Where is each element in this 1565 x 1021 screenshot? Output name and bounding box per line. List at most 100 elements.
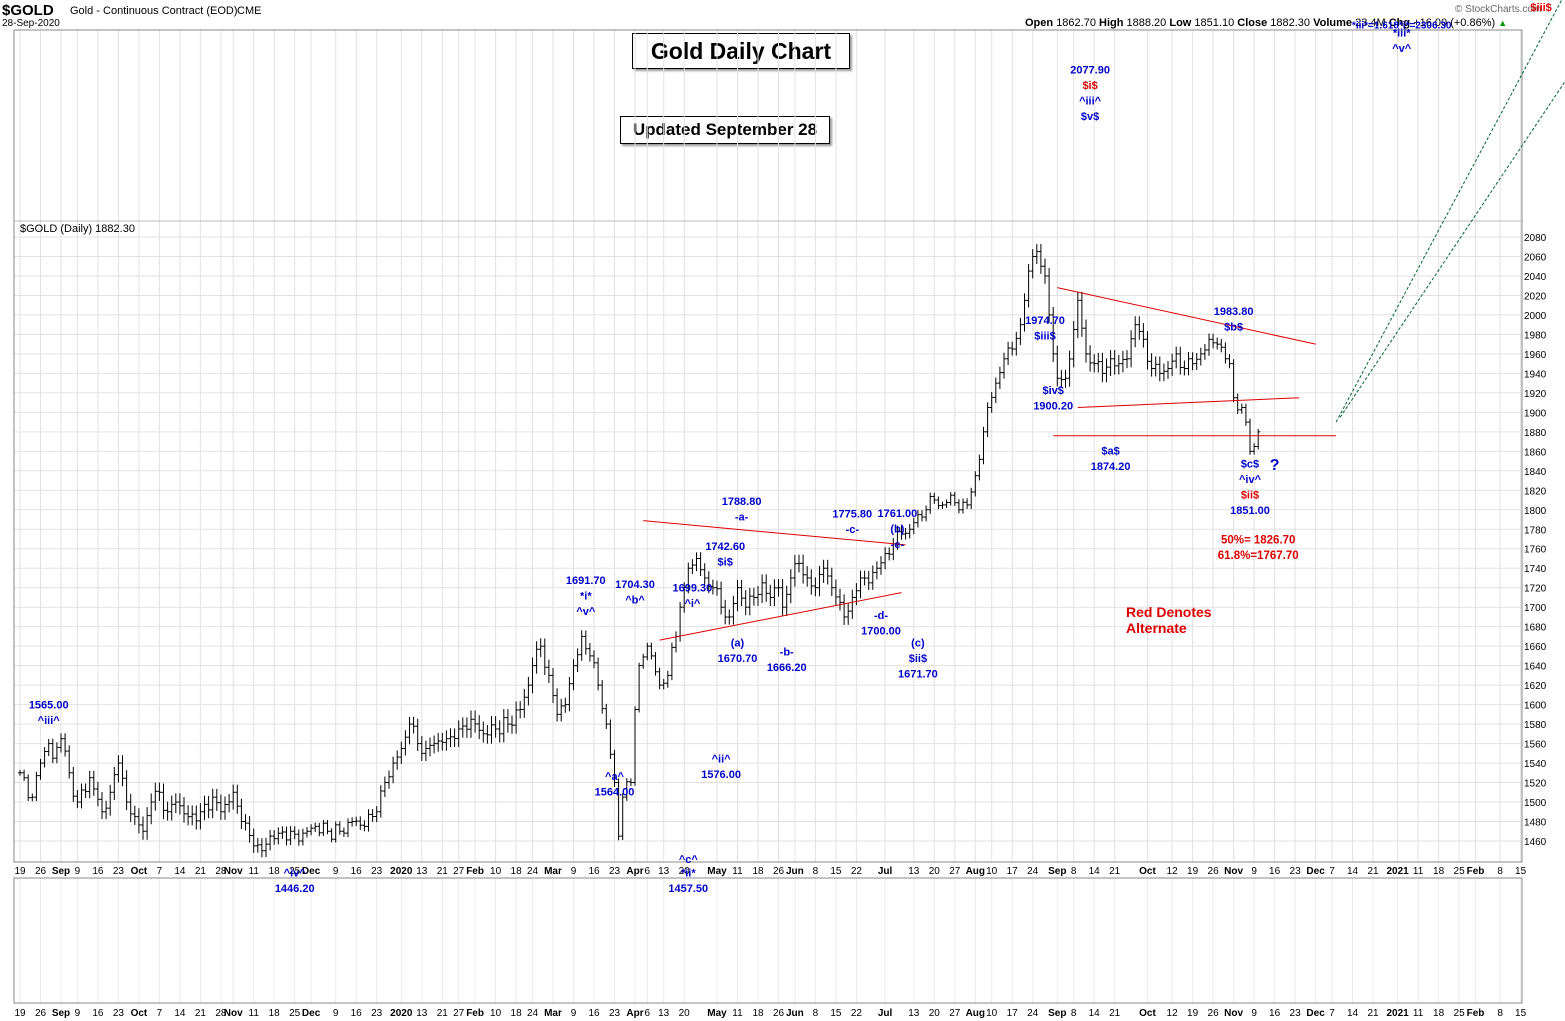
ohlc-bar bbox=[989, 392, 994, 413]
ohlc-bar bbox=[100, 792, 104, 820]
ohlc-bar bbox=[542, 638, 547, 675]
ohlc-bar bbox=[264, 837, 268, 858]
ohlc-bar bbox=[505, 709, 510, 733]
x-tick-label-lower: 10 bbox=[490, 1008, 502, 1019]
ohlc-bar bbox=[75, 790, 80, 809]
ohlc-bar bbox=[1161, 363, 1166, 382]
ohlc-bar bbox=[956, 499, 961, 514]
ohlc-bar bbox=[526, 676, 531, 706]
ohlc-bar bbox=[210, 788, 215, 819]
ohlc-bar bbox=[477, 715, 482, 740]
wave-label: 2077.90 bbox=[1070, 65, 1110, 77]
ohlc-bar bbox=[608, 719, 613, 759]
ohlc-bar bbox=[993, 377, 998, 403]
ohlc-bar bbox=[161, 783, 166, 820]
ohlc-bar bbox=[276, 827, 281, 845]
x-tick-label-lower: May bbox=[707, 1008, 727, 1019]
wave-label: ^iii^ bbox=[1079, 96, 1102, 108]
x-tick-label: May bbox=[707, 866, 727, 877]
x-tick-label: 23 bbox=[371, 866, 383, 877]
ohlc-bar bbox=[247, 815, 252, 843]
wave-label: *i* bbox=[580, 590, 592, 602]
wave-label: ^a^ bbox=[605, 771, 625, 783]
ohlc-bar bbox=[899, 526, 904, 540]
x-tick-label-lower: 17 bbox=[1007, 1008, 1019, 1019]
x-tick-label-lower: 21 bbox=[1367, 1008, 1379, 1019]
ohlc-bar bbox=[501, 708, 506, 743]
y-axis: 1460 1480 1500 1520 1540 1560 1580 1600 1620 1640… bbox=[1524, 233, 1547, 848]
x-tick-label: Jun bbox=[786, 866, 804, 877]
ohlc-bar bbox=[272, 830, 277, 845]
ohlc-bar bbox=[54, 742, 59, 764]
x-tick-label: 11 bbox=[249, 866, 260, 877]
description: Gold - Continuous Contract (EOD) bbox=[70, 5, 238, 17]
x-tick-label-lower: 19 bbox=[1187, 1008, 1199, 1019]
ohlc-bar bbox=[587, 642, 592, 662]
ohlc-bar bbox=[772, 579, 777, 607]
wave-label: 1742.60 bbox=[705, 541, 745, 553]
wave-label: $c$ bbox=[1241, 458, 1259, 470]
ohlc-bar bbox=[1153, 356, 1158, 377]
ohlc-bar bbox=[325, 820, 330, 835]
x-tick-label-lower: 20 bbox=[679, 1008, 691, 1019]
ohlc-bar bbox=[1096, 352, 1101, 373]
x-tick-label-lower: 25 bbox=[289, 1008, 301, 1019]
ohlc-bar bbox=[1170, 353, 1175, 376]
x-tick-label-lower: 9 bbox=[571, 1008, 577, 1019]
x-tick-label: 6 bbox=[645, 866, 651, 877]
wave-label: -c- bbox=[846, 524, 860, 536]
ohlc-bar bbox=[87, 770, 92, 799]
ohlc-bar bbox=[63, 733, 68, 757]
chart-title: Gold Daily Chart bbox=[632, 33, 850, 69]
ohlc-bar bbox=[309, 824, 314, 836]
ohlc-bar bbox=[116, 755, 121, 783]
ohlc-bar bbox=[743, 590, 748, 616]
x-tick-label-lower: 8 bbox=[1071, 1008, 1077, 1019]
ohlc-bar bbox=[337, 821, 342, 835]
ohlc-bar bbox=[1006, 341, 1011, 365]
ohlc-bar bbox=[879, 556, 883, 575]
x-tick-label-lower: 21 bbox=[195, 1008, 207, 1019]
ohlc-bar bbox=[977, 454, 982, 481]
x-tick-label-lower: 27 bbox=[453, 1008, 465, 1019]
wave-label: 1699.30 bbox=[673, 583, 713, 595]
wave-label: 1666.20 bbox=[767, 662, 807, 674]
ohlc-bar bbox=[83, 783, 88, 798]
x-tick-label-lower: Sep bbox=[52, 1008, 70, 1019]
wave-label: ^v^ bbox=[1392, 43, 1412, 55]
ohlc-bar bbox=[1256, 428, 1261, 450]
x-tick-label: 27 bbox=[453, 866, 465, 877]
ohlc-bar bbox=[788, 569, 793, 604]
ohlc-bar bbox=[1084, 319, 1088, 363]
x-tick-label: Feb bbox=[466, 866, 484, 877]
x-tick-label-lower: 23 bbox=[609, 1008, 621, 1019]
ohlc-bar bbox=[1198, 347, 1203, 366]
ohlc-bar bbox=[846, 603, 851, 625]
ohlc-bar bbox=[596, 657, 601, 691]
ohlc-bar bbox=[190, 805, 195, 826]
panel-frames bbox=[13, 29, 1523, 1004]
wave-label: -b- bbox=[780, 646, 794, 658]
x-tick-label: 17 bbox=[1007, 866, 1019, 877]
ohlc-bar bbox=[305, 827, 309, 838]
x-tick-label-lower: 11 bbox=[249, 1008, 260, 1019]
ohlc-bar bbox=[710, 579, 715, 595]
ohlc-bar bbox=[259, 838, 264, 858]
ohlc-bar bbox=[1014, 331, 1019, 356]
wave-label: ^ii^ bbox=[712, 753, 732, 765]
x-tick-label-lower: 12 bbox=[1167, 1008, 1179, 1019]
ohlc-bar bbox=[239, 798, 244, 830]
x-tick-label: 26 bbox=[35, 866, 47, 877]
trend-line bbox=[659, 592, 902, 641]
ohlc-bar bbox=[395, 750, 400, 770]
x-tick-label-lower: 27 bbox=[949, 1008, 961, 1019]
ohlc-bar bbox=[1252, 443, 1257, 455]
ohlc-bar bbox=[378, 785, 383, 818]
ohlc-bar bbox=[973, 471, 978, 497]
ohlc-bar bbox=[961, 498, 965, 514]
x-tick-label: 28 bbox=[215, 866, 227, 877]
ohlc-bar bbox=[436, 732, 441, 752]
wave-label: ? bbox=[1270, 457, 1280, 474]
x-tick-label-lower: 23 bbox=[1290, 1008, 1302, 1019]
